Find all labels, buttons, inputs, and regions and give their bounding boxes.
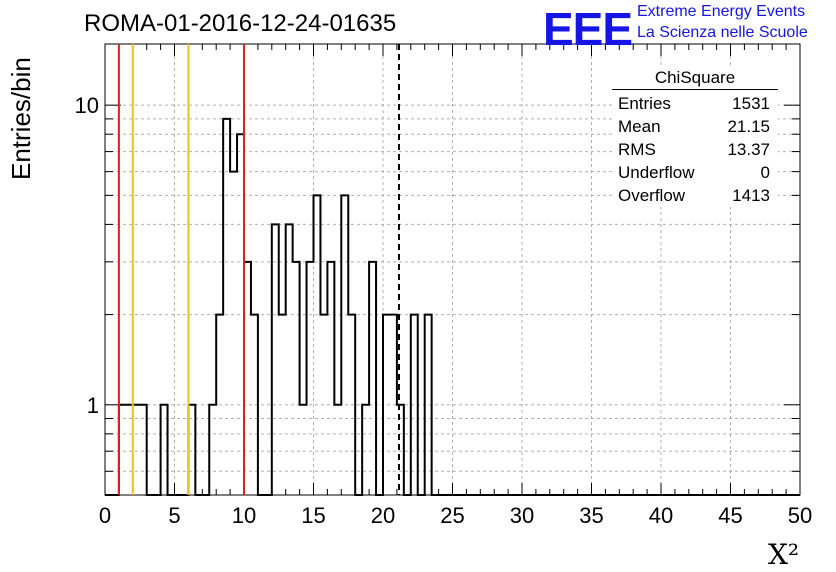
eee-logo: EEE (543, 3, 633, 55)
x-tick-label: 45 (718, 503, 742, 528)
stats-row-underflow: Underflow 0 (612, 161, 778, 184)
x-tick-label: 40 (649, 503, 673, 528)
stats-label: RMS (618, 140, 656, 159)
stats-label: Underflow (618, 163, 695, 182)
page-title: ROMA-01-2016-12-24-01635 (84, 10, 397, 37)
stats-label: Mean (618, 117, 661, 136)
y-tick-label: 10 (75, 93, 99, 118)
x-tick-label: 10 (232, 503, 256, 528)
stats-label: Entries (618, 94, 671, 113)
stats-box: ChiSquare Entries 1531 Mean 21.15 RMS 13… (612, 68, 778, 207)
stats-row-rms: RMS 13.37 (612, 138, 778, 161)
logo-line-2: La Scienza nelle Scuole (637, 24, 808, 41)
stats-row-overflow: Overflow 1413 (612, 184, 778, 207)
y-axis-label: Entries/bin (6, 57, 36, 180)
stats-label: Overflow (618, 186, 686, 205)
x-tick-label: 5 (168, 503, 180, 528)
x-tick-label: 25 (440, 503, 464, 528)
stats-value: 13.37 (727, 140, 770, 159)
x-tick-label: 50 (788, 503, 812, 528)
stats-value: 1413 (732, 186, 770, 205)
stats-row-mean: Mean 21.15 (612, 115, 778, 138)
stats-row-entries: Entries 1531 (612, 92, 778, 115)
x-tick-label: 35 (579, 503, 603, 528)
stats-value: 1531 (732, 94, 770, 113)
x-tick-label: 30 (510, 503, 534, 528)
histogram-outline (105, 117, 800, 496)
x-tick-label: 15 (301, 503, 325, 528)
x-axis-label: X² (768, 538, 800, 571)
stats-value: 0 (760, 163, 770, 182)
x-tick-label: 0 (99, 503, 111, 528)
y-tick-label: 1 (87, 393, 99, 418)
x-tick-label: 20 (371, 503, 395, 528)
stats-title: ChiSquare (612, 68, 778, 90)
logo-line-1: Extreme Energy Events (637, 3, 806, 20)
stats-value: 21.15 (727, 117, 770, 136)
